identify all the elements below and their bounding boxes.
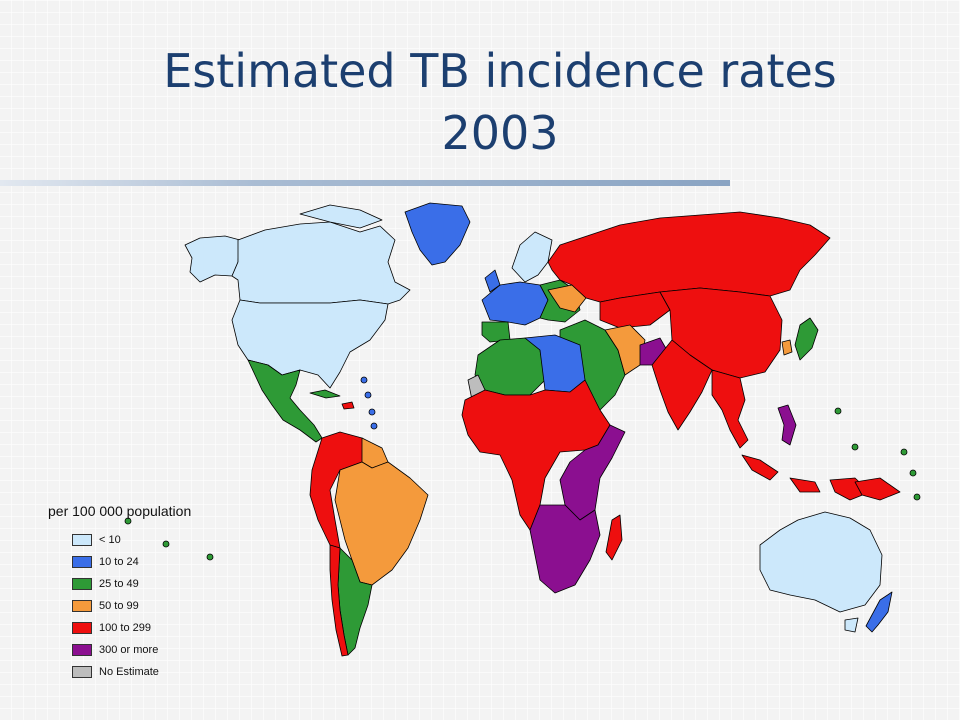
legend-label: 50 to 99 [99,600,139,612]
region-caribbean-island [364,391,372,399]
region-madagascar [605,514,623,561]
legend-swatch [72,600,92,612]
region-russia [547,211,831,303]
region-scandinavia [511,231,553,283]
title-line-2: 2003 [441,106,559,160]
legend-title: per 100 000 population [48,503,192,519]
legend-label: 300 or more [99,644,159,656]
region-balkans [547,284,587,313]
region-kazakhstan [599,291,671,329]
region-japan [794,317,819,361]
region-pacific-island [913,493,921,501]
title-underline [0,180,730,186]
legend-item: 25 to 49 [72,573,191,595]
region-caribbean-island [370,422,378,430]
legend-swatch [72,534,92,546]
region-tasmania [844,617,859,633]
region-southeast-asia [711,369,749,449]
region-pacific-island [900,448,908,456]
legend-item: 10 to 24 [72,551,191,573]
region-pacific-island [834,407,842,415]
region-south-asia [651,339,713,431]
region-uk [484,269,501,293]
region-east-africa [559,424,626,521]
legend-swatch [72,556,92,568]
region-pacific-island [124,517,132,525]
legend-item: No Estimate [72,661,191,683]
legend-swatch [72,666,92,678]
region-new-zealand [865,591,893,633]
region-iberia [481,321,511,343]
region-greenland [404,202,471,266]
region-caribbean-island [360,376,368,384]
legend-swatch [72,578,92,590]
region-haiti [341,401,355,410]
region-canada [231,221,411,305]
region-indonesia [741,454,871,501]
region-canada-arctic [299,204,383,229]
legend-label: 10 to 24 [99,556,139,568]
region-pacific-island [851,443,859,451]
slide-title: Estimated TB incidence rates 2003 [80,40,920,164]
legend-swatch [72,622,92,634]
region-pacific-island [162,540,170,548]
region-chile-strip [329,544,349,657]
legend-label: 25 to 49 [99,578,139,590]
region-papua-new-guinea [854,477,901,501]
legend: per 100 000 population < 10 10 to 24 25 … [48,503,191,683]
region-pacific-island [909,469,917,477]
title-line-1: Estimated TB incidence rates [163,44,837,98]
region-north-africa [474,337,546,396]
region-caribbean-island [368,408,376,416]
legend-label: No Estimate [99,666,159,678]
region-southern-africa [529,504,601,594]
region-central-africa [461,379,611,531]
region-cuba [309,389,341,399]
region-australia [759,511,883,613]
legend-swatch [72,644,92,656]
region-brazil [334,461,429,586]
region-pacific-island [206,553,214,561]
region-philippines [777,404,797,446]
legend-label: 100 to 299 [99,622,151,634]
region-mexico-central-america [247,359,323,443]
legend-item: < 10 [72,529,191,551]
region-taiwan [781,339,793,356]
legend-item: 50 to 99 [72,595,191,617]
region-alaska [184,235,241,283]
legend-item: 300 or more [72,639,191,661]
legend-item: 100 to 299 [72,617,191,639]
legend-label: < 10 [99,534,121,546]
